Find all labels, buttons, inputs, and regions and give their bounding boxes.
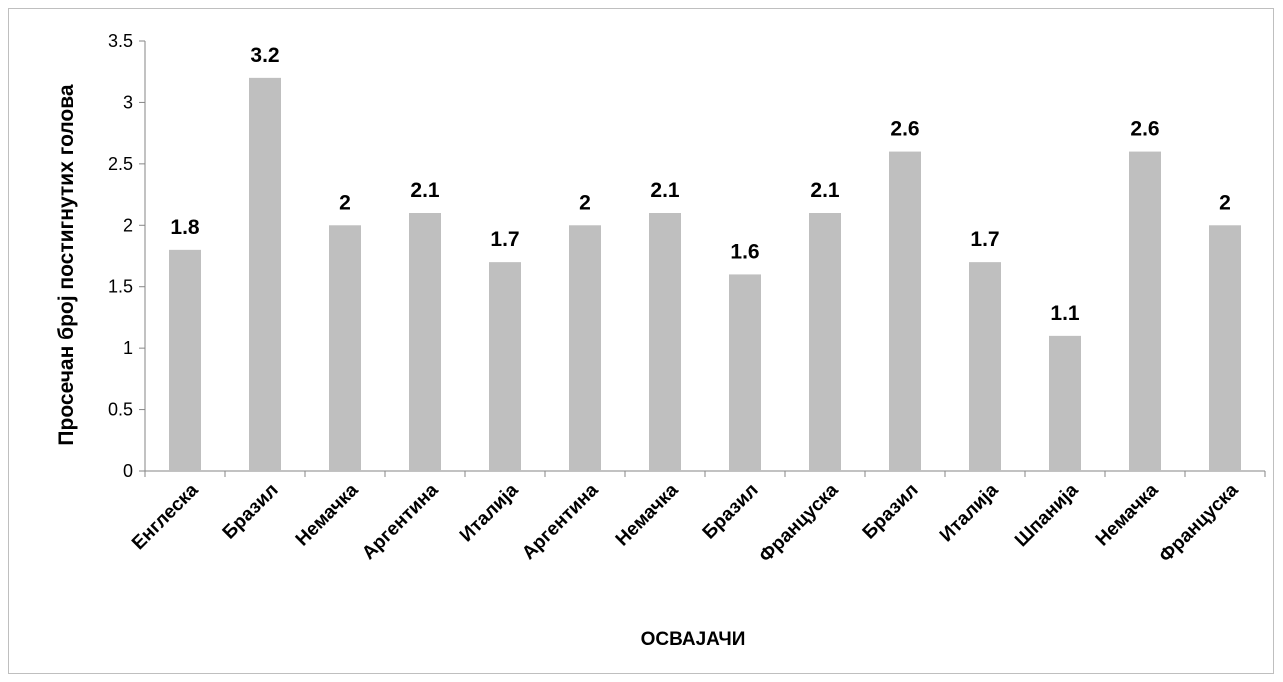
data-label: 2.6	[1130, 118, 1159, 141]
bar	[169, 249, 201, 471]
data-label: 2.6	[890, 118, 919, 141]
bar	[249, 77, 281, 471]
y-tick-label: 1.5	[108, 277, 133, 297]
category-label: Аргентина	[358, 479, 443, 564]
y-tick-label: 3	[123, 92, 133, 112]
category-label: Италија	[936, 479, 1003, 546]
category-label: Шпанија	[1011, 479, 1083, 551]
category-label: Аргентина	[518, 479, 603, 564]
y-tick-label: 2	[123, 215, 133, 235]
category-label: Бразил	[699, 480, 763, 544]
bar	[809, 213, 841, 471]
data-label: 2.1	[410, 179, 440, 202]
y-tick-label: 0.5	[108, 400, 133, 420]
category-label: Бразил	[859, 480, 923, 544]
bar	[649, 213, 681, 471]
bar	[409, 213, 441, 471]
data-label: 2	[1219, 191, 1231, 214]
y-tick-label: 0	[123, 461, 133, 481]
category-label: Италија	[456, 479, 523, 546]
bar	[889, 151, 921, 472]
y-tick-label: 3.5	[108, 31, 133, 51]
data-label: 1.7	[490, 228, 519, 251]
bar	[329, 225, 361, 471]
category-label: Немачка	[292, 479, 363, 550]
bar	[489, 262, 521, 471]
category-label: Немачка	[1092, 479, 1163, 550]
data-label: 1.8	[170, 216, 200, 239]
bar	[569, 225, 601, 471]
y-tick-label: 2.5	[108, 154, 133, 174]
category-label: Француска	[755, 479, 842, 566]
x-axis-title: ОСВАЈАЧИ	[641, 629, 746, 650]
bar	[969, 262, 1001, 471]
category-label: Немачка	[612, 479, 683, 550]
category-label: Француска	[1155, 479, 1242, 566]
y-tick-label: 1	[123, 338, 133, 358]
category-label: Бразил	[219, 480, 283, 544]
y-axis-title: Просечан број постигнутих голова	[55, 84, 78, 445]
bar	[1209, 225, 1241, 471]
data-label: 3.2	[250, 44, 279, 67]
bar	[1049, 335, 1081, 471]
data-label: 2	[339, 191, 351, 214]
plot-area: 0 0.5 1 1.5 2 2.5 3 3.5 1.8 Енглеска 3.2 Бразил 2 Нем…	[108, 31, 1266, 567]
data-label: 2.1	[810, 179, 840, 202]
bar	[1129, 151, 1161, 472]
category-label: Енглеска	[128, 479, 203, 554]
data-label: 1.1	[1050, 302, 1080, 325]
data-label: 2	[579, 191, 591, 214]
data-label: 2.1	[650, 179, 680, 202]
data-label: 1.6	[730, 240, 759, 263]
data-label: 1.7	[970, 228, 999, 251]
bar	[729, 274, 761, 471]
